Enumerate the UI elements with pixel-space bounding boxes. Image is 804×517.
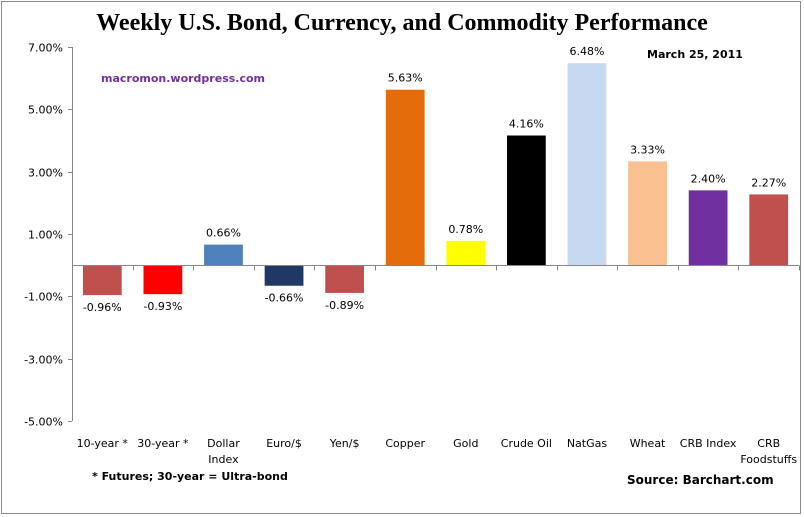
bar: [385, 89, 425, 266]
data-label: 0.66%: [206, 227, 241, 240]
bar: [688, 190, 728, 266]
bar: [446, 240, 486, 266]
data-label: 2.40%: [691, 172, 726, 185]
x-tick-label: Euro/$: [266, 437, 302, 450]
x-tick-label: CRB: [757, 437, 780, 450]
data-label: -0.89%: [325, 299, 364, 312]
y-tick-label: -1.00%: [24, 291, 63, 304]
y-tick-label: -5.00%: [24, 416, 63, 429]
watermark-text: macromon.wordpress.com: [101, 72, 266, 85]
data-label: -0.93%: [143, 300, 182, 313]
x-tick-label: 30-year *: [137, 437, 189, 450]
x-tick-label: Wheat: [630, 437, 666, 450]
date-annotation: March 25, 2011: [647, 48, 743, 61]
data-label: 6.48%: [569, 45, 604, 58]
y-tick-label: 3.00%: [28, 167, 63, 180]
x-tick-label: Foodstuffs: [740, 453, 797, 466]
data-label: 4.16%: [509, 118, 544, 131]
x-tick-label: NatGas: [567, 437, 608, 450]
bar: [749, 194, 789, 266]
y-tick-label: 5.00%: [28, 104, 63, 117]
source-annotation: Source: Barchart.com: [627, 473, 774, 487]
x-tick-label: Index: [208, 453, 239, 466]
x-axis: 10-year * 30-year * Dollar Index Euro/$ Yen/$…: [72, 265, 800, 466]
bar: [204, 244, 243, 266]
data-label: 3.33%: [630, 143, 665, 156]
data-label: -0.66%: [265, 292, 304, 305]
x-tick-label: Copper: [385, 437, 425, 450]
x-tick-label: Gold: [453, 437, 478, 450]
bar: [506, 135, 546, 266]
bars: -0.96% -0.93% 0.66% -0.66% -0.89% 5.63% 0.78% 4…: [82, 45, 789, 314]
x-tick-label: CRB Index: [680, 437, 737, 450]
y-tick-label: 1.00%: [28, 229, 63, 242]
bar: [82, 265, 122, 296]
chart-title: Weekly U.S. Bond, Currency, and Commodit…: [96, 10, 708, 36]
bar: [143, 265, 183, 295]
bar: [628, 161, 667, 266]
data-label: 0.78%: [448, 223, 483, 236]
footnote: * Futures; 30-year = Ultra-bond: [92, 470, 288, 483]
data-label: -0.96%: [83, 301, 122, 314]
x-tick-label: Yen/$: [329, 437, 360, 450]
bar: [264, 265, 304, 286]
data-label: 5.63%: [388, 72, 423, 85]
bar: [567, 63, 607, 266]
x-tick-label: Dollar: [207, 437, 240, 450]
y-tick-label: -3.00%: [24, 354, 63, 367]
x-tick-label: Crude Oil: [501, 437, 552, 450]
data-label: 2.27%: [751, 176, 786, 189]
y-tick-label: 7.00%: [28, 42, 63, 55]
y-axis: 7.00% 5.00% 3.00% 1.00% -1.00% -3.00% -5.00%: [24, 42, 73, 429]
bar: [325, 265, 365, 293]
x-tick-label: 10-year *: [77, 437, 129, 450]
